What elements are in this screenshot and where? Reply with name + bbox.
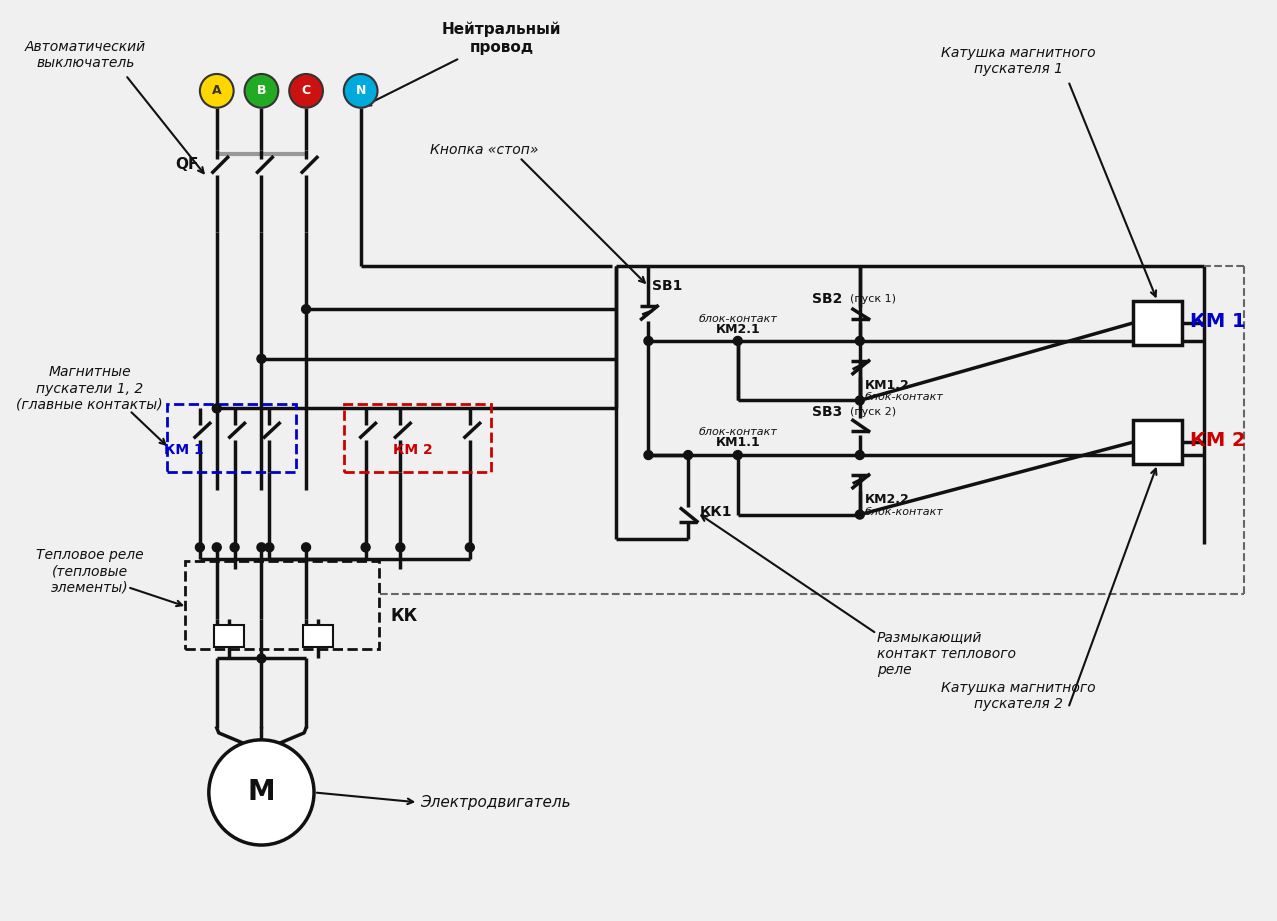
Circle shape [856,396,865,405]
Text: КМ2.1: КМ2.1 [715,322,760,335]
Circle shape [257,355,266,363]
Circle shape [396,542,405,552]
Text: Катушка магнитного
пускателя 1: Катушка магнитного пускателя 1 [941,46,1096,76]
Text: SB1: SB1 [653,279,683,294]
Circle shape [856,336,865,345]
Circle shape [361,542,370,552]
Text: SB2: SB2 [812,292,842,307]
Bar [303,624,333,647]
Text: КМ2.2: КМ2.2 [865,494,909,507]
Circle shape [257,654,266,663]
Text: Кнопка «стоп»: Кнопка «стоп» [430,144,539,157]
Text: C: C [301,85,310,98]
Text: (пуск 1): (пуск 1) [850,294,896,304]
Text: блок-контакт: блок-контакт [865,507,944,517]
Text: КМ 2: КМ 2 [393,443,433,457]
Text: Магнитные
пускатели 1, 2
(главные контакты): Магнитные пускатели 1, 2 (главные контак… [17,366,163,412]
Circle shape [245,74,278,108]
Circle shape [733,336,742,345]
Text: КК: КК [391,607,418,624]
Text: КМ 2: КМ 2 [1190,431,1246,449]
Circle shape [301,542,310,552]
Text: КК1: КК1 [700,505,733,519]
Circle shape [644,450,653,460]
Circle shape [465,542,474,552]
Text: блок-контакт: блок-контакт [699,314,778,324]
Text: Автоматический
выключатель: Автоматический выключатель [26,40,147,70]
Circle shape [733,450,742,460]
Bar [213,624,244,647]
Text: N: N [355,85,365,98]
Text: КМ1.2: КМ1.2 [865,379,909,392]
Circle shape [856,450,865,460]
Circle shape [209,740,314,845]
Text: Катушка магнитного
пускателя 2: Катушка магнитного пускателя 2 [941,682,1096,711]
Circle shape [856,510,865,519]
Text: КМ 1: КМ 1 [1190,311,1246,331]
Text: Электродвигатель: Электродвигатель [420,795,571,810]
Bar [1133,420,1183,464]
Circle shape [301,305,310,314]
Circle shape [230,542,239,552]
Text: Тепловое реле
(тепловые
элементы): Тепловое реле (тепловые элементы) [36,548,143,594]
Text: Нейтральный
провод: Нейтральный провод [442,22,562,54]
Circle shape [212,404,221,413]
Circle shape [212,542,221,552]
Text: SB3: SB3 [812,405,842,419]
Circle shape [683,450,692,460]
Text: КМ1.1: КМ1.1 [715,436,760,449]
Bar [1133,301,1183,344]
Circle shape [195,542,204,552]
Circle shape [289,74,323,108]
Circle shape [264,542,273,552]
Bar [167,404,296,472]
Circle shape [644,336,653,345]
Text: КМ 1: КМ 1 [165,443,204,457]
Text: блок-контакт: блок-контакт [699,427,778,437]
Text: блок-контакт: блок-контакт [865,392,944,402]
Bar [185,561,378,648]
Text: QF: QF [175,157,199,172]
Circle shape [344,74,378,108]
Text: (пуск 2): (пуск 2) [850,407,896,417]
Circle shape [257,542,266,552]
Text: A: A [212,85,222,98]
Circle shape [200,74,234,108]
Bar [344,404,490,472]
Text: Размыкающий
контакт теплового
реле: Размыкающий контакт теплового реле [877,630,1015,677]
Text: М: М [248,778,276,807]
Text: B: B [257,85,266,98]
